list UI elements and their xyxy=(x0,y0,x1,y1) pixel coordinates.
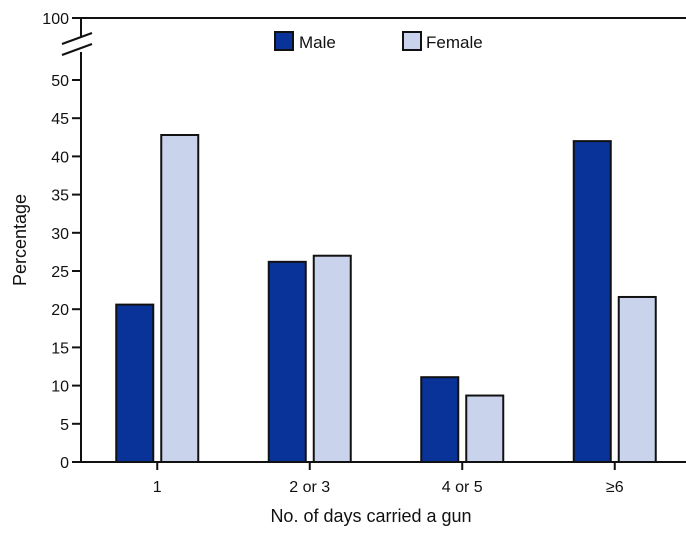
bar-male-2 xyxy=(267,260,307,463)
y-tick-label: 100 xyxy=(42,11,69,28)
y-tick-label: 5 xyxy=(60,417,69,434)
bar-female-3 xyxy=(465,394,505,464)
legend-label-male: Male xyxy=(299,33,336,52)
axis-break-mark-lower xyxy=(61,43,93,56)
y-tick-label: 35 xyxy=(51,188,69,205)
y-axis: 0 5 10 15 20 25 30 35 40 45 50 100 xyxy=(42,11,686,472)
y-axis-title: Percentage xyxy=(10,194,30,286)
legend-label-female: Female xyxy=(426,33,483,52)
x-tick-label: 1 xyxy=(153,479,162,496)
y-tick-label: 10 xyxy=(51,379,69,396)
y-tick-label: 25 xyxy=(51,264,69,281)
y-tick-label: 50 xyxy=(51,73,69,90)
legend: Male Female xyxy=(274,31,483,52)
legend-swatch-male xyxy=(274,31,294,51)
y-tick-label: 40 xyxy=(51,149,69,166)
legend-swatch-female xyxy=(402,31,422,51)
x-axis: 1 2 or 3 4 or 5 ≥6 xyxy=(72,461,686,496)
x-axis-title: No. of days carried a gun xyxy=(270,506,471,526)
y-tick-label: 30 xyxy=(51,226,69,243)
bar-female-1 xyxy=(160,134,200,463)
bar-male-3 xyxy=(420,376,460,464)
y-tick-label: 20 xyxy=(51,302,69,319)
axis-break-mark-upper xyxy=(61,32,93,45)
bars xyxy=(115,134,657,464)
bar-male-1 xyxy=(115,303,155,463)
x-tick-label: 2 or 3 xyxy=(289,479,330,496)
y-tick-label: 15 xyxy=(51,340,69,357)
x-tick-label: 4 or 5 xyxy=(442,479,483,496)
y-tick-label: 0 xyxy=(60,455,69,472)
y-tick-label: 45 xyxy=(51,111,69,128)
bar-female-4 xyxy=(617,295,657,464)
bar-male-4 xyxy=(572,140,612,463)
bar-female-2 xyxy=(312,254,352,463)
x-tick-label: ≥6 xyxy=(606,479,624,496)
